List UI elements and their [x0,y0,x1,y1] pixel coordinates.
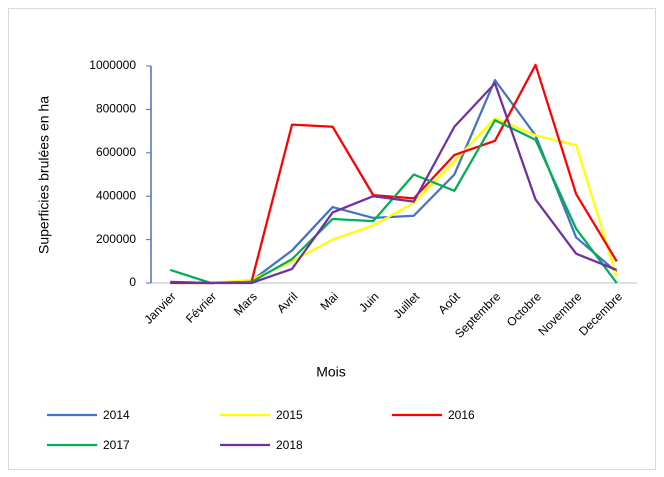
y-tick-label: 800000 [96,102,136,116]
x-axis-label: Mois [316,364,346,380]
y-tick-label: 600000 [96,145,136,159]
y-tick-label: 200000 [96,232,136,246]
legend-label: 2017 [103,438,130,452]
legend-label: 2016 [448,408,475,422]
y-tick-label: 400000 [96,188,136,202]
series-line [170,116,618,285]
legend-label: 2015 [276,408,303,422]
y-tick-label: 0 [129,275,136,289]
legend-label: 2018 [276,438,303,452]
legend-label: 2014 [103,408,130,422]
y-axis-label: Superficies brulées en ha [36,96,52,254]
y-tick-label: 1000000 [89,58,136,72]
series-line [170,82,618,285]
